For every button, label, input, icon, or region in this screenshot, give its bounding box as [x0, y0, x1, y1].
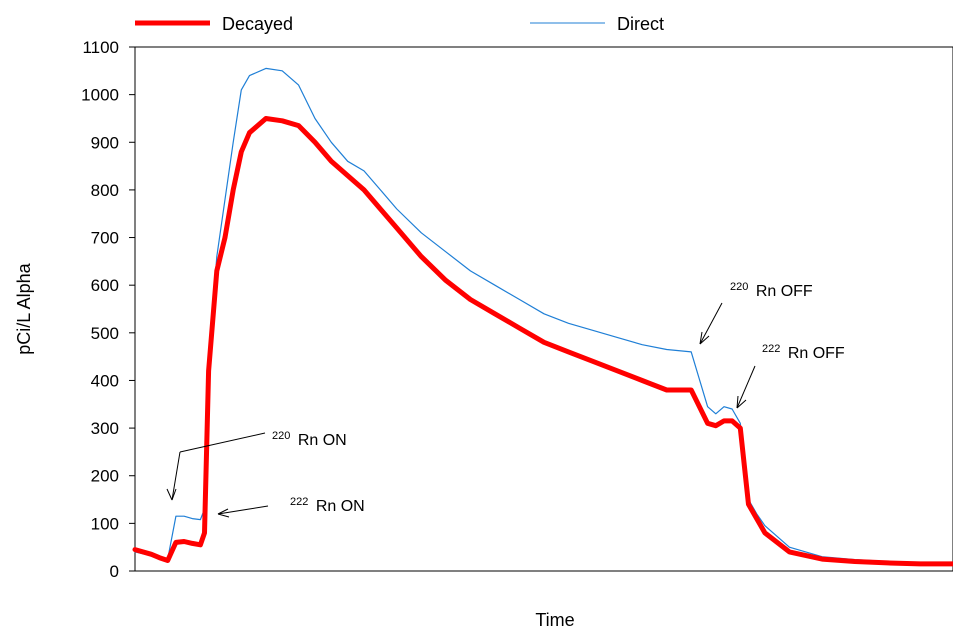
series-layer	[132, 67, 953, 567]
svg-text:222 Rn ON: 222 Rn ON	[290, 492, 365, 515]
y-tick-label: 0	[110, 562, 119, 581]
svg-text:220 Rn OFF: 220 Rn OFF	[730, 277, 813, 300]
y-tick-label: 100	[91, 514, 119, 533]
y-tick-label: 900	[91, 133, 119, 152]
y-tick-label: 200	[91, 467, 119, 486]
annotation-220-rn-off: 220 Rn OFF	[699, 277, 813, 345]
y-tick-label: 300	[91, 419, 119, 438]
annotation-220-off-text: Rn OFF	[756, 283, 813, 300]
annotation-220-rn-on: 220 Rn ON	[166, 426, 347, 501]
annotation-222-on-text: Rn ON	[316, 498, 365, 515]
series-line-decayed	[132, 116, 953, 567]
svg-text:220 Rn ON: 220 Rn ON	[272, 426, 347, 449]
y-axis-ticks: 0 100 200 300 400 500 600 700 800 900 1000 1100	[81, 38, 135, 581]
y-tick-label: 800	[91, 181, 119, 200]
annotation-222-on-sup: 222	[290, 496, 308, 508]
annotations: 220 Rn ON 222 Rn ON 220 Rn OFF 222	[166, 277, 845, 518]
legend-label-direct: Direct	[617, 14, 664, 34]
series-line-direct	[134, 67, 953, 563]
y-tick-label: 400	[91, 371, 119, 390]
y-tick-label: 700	[91, 229, 119, 248]
annotation-222-off-sup: 222	[762, 343, 780, 355]
annotation-222-rn-off: 222 Rn OFF	[736, 339, 845, 409]
legend: Decayed Direct	[135, 14, 664, 34]
annotation-222-off-text: Rn OFF	[788, 345, 845, 362]
y-tick-label: 500	[91, 324, 119, 343]
x-axis-title: Time	[535, 610, 574, 628]
plot-area-frame	[134, 46, 953, 572]
legend-label-decayed: Decayed	[222, 14, 293, 34]
annotation-222-rn-on: 222 Rn ON	[217, 492, 365, 518]
y-tick-label: 1100	[82, 38, 119, 57]
annotation-220-off-sup: 220	[730, 281, 748, 293]
y-axis-title: pCi/L Alpha	[14, 262, 34, 354]
y-tick-label: 1000	[81, 86, 119, 105]
y-tick-label: 600	[91, 276, 119, 295]
svg-text:222 Rn OFF: 222 Rn OFF	[762, 339, 845, 362]
annotation-220-on-sup: 220	[272, 430, 290, 442]
annotation-220-on-text: Rn ON	[298, 432, 347, 449]
